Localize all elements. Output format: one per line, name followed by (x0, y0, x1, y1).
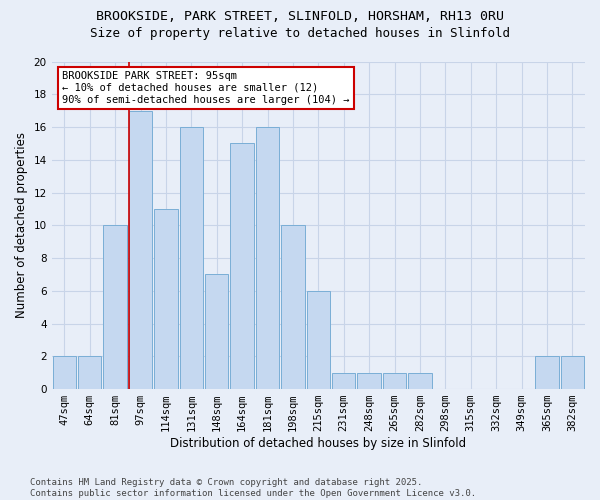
Bar (307, 291, 330, 389)
Text: Contains HM Land Registry data © Crown copyright and database right 2025.
Contai: Contains HM Land Registry data © Crown c… (30, 478, 476, 498)
Bar (332, 372, 355, 389)
Bar (408, 372, 431, 389)
Text: BROOKSIDE, PARK STREET, SLINFOLD, HORSHAM, RH13 0RU: BROOKSIDE, PARK STREET, SLINFOLD, HORSHA… (96, 10, 504, 23)
Text: BROOKSIDE PARK STREET: 95sqm
← 10% of detached houses are smaller (12)
90% of se: BROOKSIDE PARK STREET: 95sqm ← 10% of de… (62, 72, 350, 104)
Bar (129, 110, 152, 389)
Bar (103, 226, 127, 389)
Bar (78, 356, 101, 389)
X-axis label: Distribution of detached houses by size in Slinfold: Distribution of detached houses by size … (170, 437, 466, 450)
Bar (535, 356, 559, 389)
Bar (281, 226, 305, 389)
Y-axis label: Number of detached properties: Number of detached properties (15, 132, 28, 318)
Bar (256, 127, 279, 389)
Bar (358, 372, 381, 389)
Bar (154, 209, 178, 389)
Bar (205, 274, 229, 389)
Bar (560, 356, 584, 389)
Bar (53, 356, 76, 389)
Bar (179, 127, 203, 389)
Text: Size of property relative to detached houses in Slinfold: Size of property relative to detached ho… (90, 28, 510, 40)
Bar (383, 372, 406, 389)
Bar (230, 144, 254, 389)
